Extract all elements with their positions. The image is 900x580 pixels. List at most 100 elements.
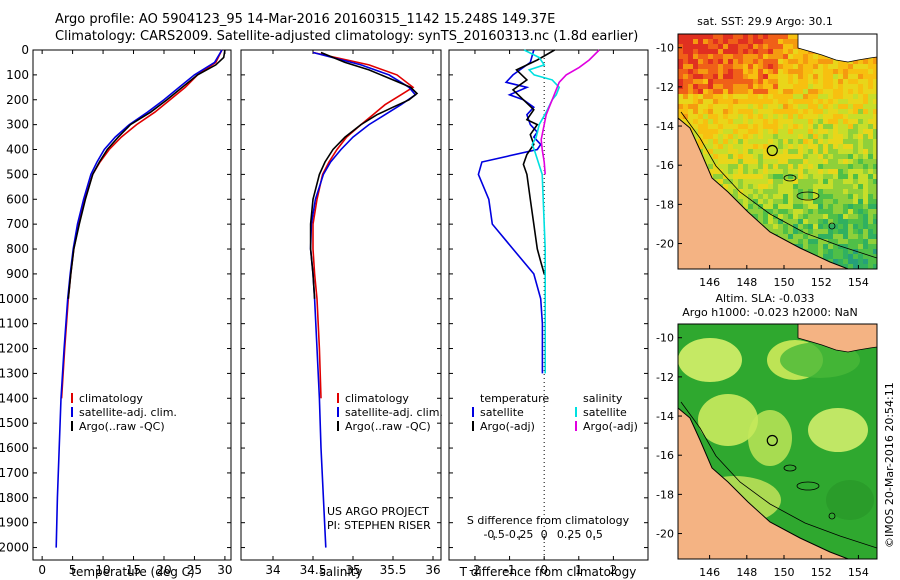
- sst-cell: [748, 159, 753, 164]
- sst-cell: [833, 179, 838, 184]
- sst-cell: [843, 89, 848, 94]
- sst-cell: [843, 69, 848, 74]
- series-line-blue: [477, 49, 544, 374]
- sst-cell: [813, 114, 818, 119]
- sst-cell: [773, 69, 778, 74]
- sst-cell: [853, 264, 858, 269]
- x-tick-label: 1: [575, 563, 583, 577]
- sst-cell: [728, 79, 733, 84]
- sst-cell: [863, 159, 868, 164]
- sst-cell: [858, 79, 863, 84]
- sst-cell: [738, 84, 743, 89]
- sst-cell: [783, 129, 788, 134]
- sst-cell: [798, 149, 803, 154]
- sst-cell: [733, 84, 738, 89]
- sst-cell: [678, 94, 683, 99]
- sst-cell: [828, 259, 833, 264]
- sst-cell: [838, 169, 843, 174]
- sst-cell: [858, 59, 863, 64]
- sst-cell: [713, 69, 718, 74]
- sst-cell: [708, 94, 713, 99]
- sst-cell: [843, 64, 848, 69]
- sst-cell: [798, 74, 803, 79]
- sst-cell: [803, 219, 808, 224]
- lat-tick-label: -18: [656, 198, 674, 211]
- sst-cell: [763, 164, 768, 169]
- sst-cell: [733, 134, 738, 139]
- sst-cell: [713, 124, 718, 129]
- sst-cell: [808, 214, 813, 219]
- sst-cell: [733, 159, 738, 164]
- lon-tick-label: 146: [699, 566, 720, 579]
- sst-cell: [853, 174, 858, 179]
- sst-cell: [853, 124, 858, 129]
- sst-cell: [723, 139, 728, 144]
- sst-cell: [863, 204, 868, 209]
- sst-cell: [798, 94, 803, 99]
- lon-tick-label: 150: [774, 566, 795, 579]
- sst-cell: [758, 134, 763, 139]
- sst-cell: [713, 54, 718, 59]
- sst-cell: [803, 189, 808, 194]
- sst-cell: [828, 169, 833, 174]
- sst-cell: [748, 139, 753, 144]
- sst-cell: [873, 264, 877, 269]
- sst-cell: [838, 204, 843, 209]
- salinity-plot-frame: [240, 49, 442, 561]
- sst-cell: [753, 139, 758, 144]
- sst-cell: [798, 89, 803, 94]
- sst-cell: [798, 184, 803, 189]
- sst-cell: [798, 64, 803, 69]
- sst-cell: [793, 184, 798, 189]
- sst-cell: [698, 114, 703, 119]
- sst-cell: [748, 114, 753, 119]
- sst-cell: [803, 194, 808, 199]
- sst-cell: [678, 114, 683, 119]
- sst-cell: [698, 124, 703, 129]
- sst-cell: [803, 169, 808, 174]
- sst-cell: [793, 49, 798, 54]
- sst-cell: [828, 119, 833, 124]
- sst-cell: [793, 79, 798, 84]
- sst-cell: [698, 34, 703, 39]
- sst-cell: [683, 99, 688, 104]
- sst-cell: [743, 189, 748, 194]
- sst-cell: [863, 104, 868, 109]
- sst-cell: [718, 119, 723, 124]
- sst-cell: [813, 99, 818, 104]
- depth-tick-label: 1500: [0, 416, 29, 430]
- sst-cell: [768, 54, 773, 59]
- sst-cell: [863, 239, 868, 244]
- sst-cell: [743, 184, 748, 189]
- sst-cell: [838, 234, 843, 239]
- sst-map: sat. SST: 29.9 Argo: 30.1 146 148 150 152 15…: [656, 15, 878, 289]
- sst-cell: [733, 144, 738, 149]
- sst-cell: [738, 159, 743, 164]
- sst-cell: [783, 94, 788, 99]
- lon-tick-label: 152: [811, 566, 832, 579]
- sst-cell: [793, 199, 798, 204]
- sst-cell: [733, 164, 738, 169]
- sst-cell: [728, 124, 733, 129]
- x2-tick-label: 0.5: [585, 528, 603, 541]
- sst-cell: [768, 89, 773, 94]
- sst-cell: [873, 219, 877, 224]
- sst-cell: [843, 139, 848, 144]
- sst-cell: [838, 164, 843, 169]
- sst-cell: [798, 224, 803, 229]
- sst-cell: [793, 149, 798, 154]
- sst-cell: [838, 74, 843, 79]
- sst-cell: [793, 194, 798, 199]
- sst-cell: [758, 194, 763, 199]
- sla-map-title-2: Argo h1000: -0.023 h2000: NaN: [682, 306, 858, 319]
- sst-cell: [808, 149, 813, 154]
- sst-cell: [708, 159, 713, 164]
- sst-cell: [863, 194, 868, 199]
- sst-cell: [793, 214, 798, 219]
- sst-cell: [693, 104, 698, 109]
- depth-tick-label: 800: [6, 242, 29, 256]
- sst-cell: [803, 114, 808, 119]
- sst-cell: [768, 154, 773, 159]
- sst-cell: [858, 219, 863, 224]
- sst-cell: [788, 94, 793, 99]
